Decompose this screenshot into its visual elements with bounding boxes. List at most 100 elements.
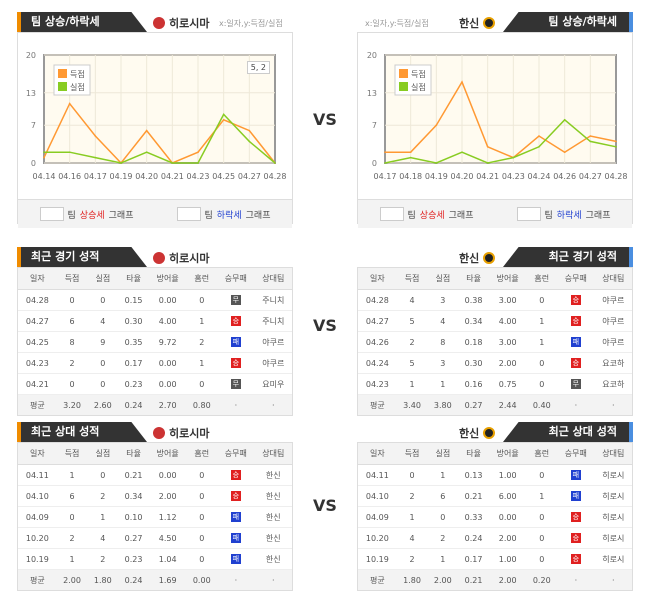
table-cell: 0: [186, 464, 218, 486]
column-header: 타율: [458, 268, 489, 290]
table-cell: 04.23: [358, 373, 397, 395]
column-header: 득점: [396, 443, 428, 465]
x-tick-label: 04.17: [374, 172, 397, 181]
table-cell: 2: [56, 527, 88, 549]
hanshin-logo-icon: [483, 17, 496, 29]
column-header: 승무패: [217, 443, 255, 465]
table-cell: 04.21: [18, 373, 57, 395]
section-header: 팀 상승/하락세: [17, 12, 147, 32]
table-row: 04.23 1 1 0.16 0.75 0 무 요코하: [358, 373, 632, 395]
table-cell: 요미우: [254, 373, 292, 395]
average-row: 평균 3.20 2.60 0.24 2.70 0.80 · ·: [18, 394, 292, 415]
table-cell: 1: [56, 464, 88, 486]
table-cell: 야쿠르: [254, 352, 292, 374]
table-cell: 0: [526, 464, 558, 486]
table-cell: 0.33: [458, 506, 489, 528]
right-chart-section: 팀 상승/하락세 한신 x:일자,y:득점/실점 0 7 13 20 04.17 04.1…: [357, 12, 633, 228]
x-tick-label: 04.23: [502, 172, 525, 181]
table-cell: 2.44: [488, 394, 527, 415]
table-cell: 0: [186, 373, 218, 395]
downtrend-graph-button[interactable]: 팀 하락세 그래프: [176, 207, 270, 221]
data-point: [512, 156, 515, 159]
table-cell: 히로시: [594, 548, 632, 570]
table-cell: 3.00: [488, 289, 527, 311]
result-badge: 승: [230, 491, 241, 501]
column-header: 승무패: [217, 268, 255, 290]
column-header: 득점: [56, 268, 88, 290]
table-cell: 2: [396, 548, 428, 570]
x-tick-label: 04.25: [212, 172, 235, 181]
x-tick-label: 04.20: [135, 172, 158, 181]
table-cell: 0: [396, 464, 428, 486]
table-cell: 0: [186, 548, 218, 570]
table-cell: ·: [557, 394, 595, 415]
table-cell: 한신: [254, 548, 292, 570]
legend-label: 득점: [70, 69, 85, 79]
table-row: 04.11 0 1 0.13 1.00 0 패 히로시: [358, 464, 632, 486]
result-badge: 패: [570, 491, 581, 501]
data-point: [248, 129, 251, 132]
column-header: 홈런: [186, 443, 218, 465]
table-cell: 0.27: [118, 527, 149, 549]
table-cell: 9: [87, 331, 119, 353]
table-row: 04.11 1 0 0.21 0.00 0 승 한신: [18, 464, 292, 486]
table-cell: 2: [87, 548, 119, 570]
table-cell: 야쿠르: [594, 310, 632, 332]
table-cell: 3: [427, 289, 459, 311]
table-cell: 0.17: [458, 548, 489, 570]
x-tick-label: 04.19: [425, 172, 448, 181]
x-tick-label: 04.26: [553, 172, 576, 181]
column-header: 일자: [18, 268, 57, 290]
data-point: [563, 151, 566, 153]
table-cell: 2.00: [148, 485, 187, 507]
data-point: [94, 156, 97, 159]
result-badge: 승: [570, 512, 581, 522]
result-badge: 패: [230, 337, 241, 347]
data-point: [615, 146, 617, 148]
team-name: 한신: [459, 15, 496, 31]
table-header-row: 일자 득점 실점 타율 방어율 홈런 승무패 상대팀: [358, 443, 632, 465]
column-header: 승무패: [557, 443, 595, 465]
column-header: 방어율: [488, 268, 527, 290]
table-cell: 8: [427, 331, 459, 353]
table-cell: 1: [396, 506, 428, 528]
result-badge: 승: [230, 316, 241, 326]
data-point: [461, 151, 463, 153]
x-tick-label: 04.28: [264, 172, 287, 181]
graph-icon: [516, 207, 541, 221]
table-cell: 2.60: [87, 394, 119, 415]
table-cell: 4: [87, 527, 119, 549]
column-header: 방어율: [148, 268, 187, 290]
column-header: 일자: [358, 443, 397, 465]
result-badge: 패: [230, 533, 241, 543]
uptrend-graph-button[interactable]: 팀 상승세 그래프: [39, 207, 133, 221]
data-point: [384, 162, 386, 164]
table-cell: 3.80: [427, 394, 459, 415]
data-point: [248, 140, 251, 143]
result-badge: 승: [570, 533, 581, 543]
column-header: 상대팀: [594, 443, 632, 465]
table-cell: 0: [186, 289, 218, 311]
hanshin-logo-icon: [483, 252, 496, 264]
result-badge: 패: [570, 337, 581, 347]
table-cell: 1.00: [488, 464, 527, 486]
table-cell: 0.00: [148, 373, 187, 395]
downtrend-graph-button[interactable]: 팀 하락세 그래프: [516, 207, 610, 221]
table-cell: 0.17: [118, 352, 149, 374]
y-tick-label: 7: [31, 121, 36, 130]
left-chart-section: 팀 상승/하락세 히로시마 x:일자,y:득점/실점 0 7 13 20 04.14 04…: [17, 12, 293, 228]
table-cell: 0: [56, 506, 88, 528]
table-row: 04.23 2 0 0.17 0.00 1 승 야쿠르: [18, 352, 292, 374]
uptrend-graph-button[interactable]: 팀 상승세 그래프: [379, 207, 473, 221]
section-header: 최근 상대 성적: [503, 422, 633, 442]
table-cell: 한신: [254, 485, 292, 507]
table-cell: 1.80: [87, 569, 119, 590]
data-point: [409, 156, 412, 159]
data-point: [43, 156, 45, 159]
table-cell: 4.50: [148, 527, 187, 549]
table-cell: 04.23: [18, 352, 57, 374]
x-tick-label: 04.16: [58, 172, 81, 181]
graph-icon: [176, 207, 201, 221]
table-cell: 8: [56, 331, 88, 353]
